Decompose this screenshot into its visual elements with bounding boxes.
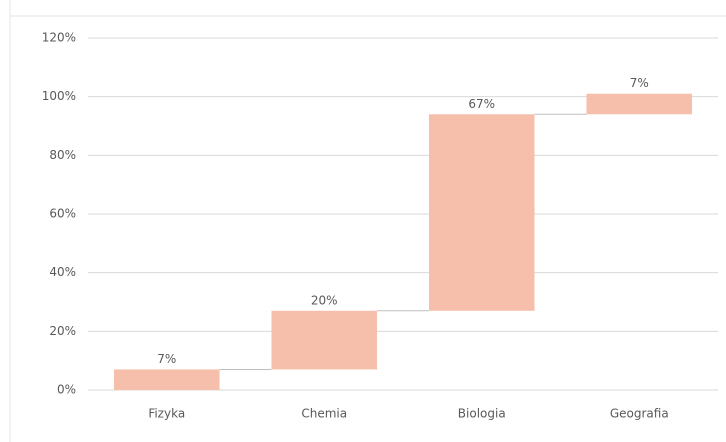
data-label: 20% <box>311 293 338 307</box>
bar <box>586 93 693 115</box>
data-label: 7% <box>157 352 176 366</box>
data-label: 67% <box>468 97 495 111</box>
x-tick-label: Fizyka <box>148 407 185 421</box>
y-tick-label: 20% <box>49 324 76 338</box>
x-tick-label: Geografia <box>610 407 669 421</box>
y-tick-label: 80% <box>49 148 76 162</box>
bar <box>428 114 535 311</box>
y-tick-label: 120% <box>42 31 76 45</box>
y-tick-label: 100% <box>42 89 76 103</box>
bar <box>113 369 220 390</box>
x-tick-label: Chemia <box>301 407 347 421</box>
y-tick-label: 60% <box>49 207 76 221</box>
y-tick-label: 40% <box>49 265 76 279</box>
x-tick-label: Biologia <box>458 407 506 421</box>
bar <box>271 310 378 370</box>
y-tick-label: 0% <box>57 383 76 397</box>
data-label: 7% <box>630 76 649 90</box>
